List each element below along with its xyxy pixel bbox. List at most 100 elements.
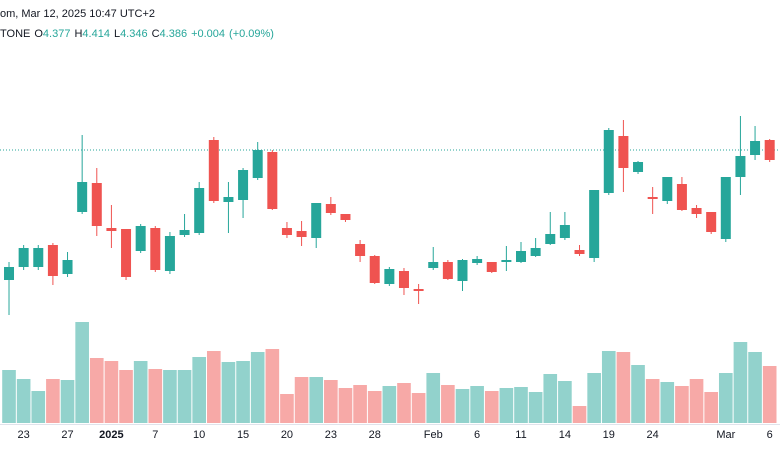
candle-body — [91, 183, 102, 226]
volume-bar — [660, 382, 675, 423]
volume-bar — [192, 357, 206, 423]
candle-body — [750, 141, 761, 155]
candle-body — [457, 260, 468, 281]
volume-bar — [46, 379, 60, 423]
volume-bar — [601, 351, 616, 423]
candle-body — [340, 214, 351, 220]
x-tick-label: 23 — [325, 429, 337, 441]
candle-body — [194, 188, 205, 233]
candle-body — [179, 230, 190, 235]
volume-bar — [558, 381, 572, 423]
volume-bar — [748, 352, 762, 423]
x-tick-label: 7 — [152, 429, 158, 441]
x-tick-label: 10 — [193, 429, 205, 441]
volume-bar — [689, 379, 704, 423]
volume-bar — [441, 385, 455, 423]
legend-key: H — [74, 28, 83, 40]
candle-body — [267, 152, 278, 209]
volume-bar — [60, 380, 75, 423]
candle-body — [296, 231, 307, 237]
candle-body — [662, 177, 673, 201]
volume-bar — [280, 394, 294, 423]
volume-bar — [119, 370, 133, 423]
candle-body — [47, 245, 58, 276]
candle-body — [530, 248, 541, 256]
x-tick-label: 20 — [281, 429, 293, 441]
volume-bar — [75, 322, 89, 423]
legend-value: 4.386 — [159, 28, 188, 40]
candle-body — [691, 208, 702, 214]
volume-bar — [616, 352, 631, 423]
candle-body — [4, 267, 15, 280]
volume-bar — [206, 351, 221, 423]
symbol: TONE — [0, 28, 31, 40]
candle-body — [618, 136, 629, 168]
legend-key: O — [34, 28, 43, 40]
volume-bar — [133, 361, 148, 423]
candle-body — [428, 262, 439, 268]
candle-body — [398, 271, 409, 288]
candle-body — [252, 150, 263, 178]
candle-body — [720, 177, 731, 239]
candle-body — [442, 262, 453, 279]
change: +0.004 — [191, 28, 226, 40]
volume-bar — [543, 374, 558, 423]
volume-bar — [718, 373, 733, 423]
volume-bar — [2, 370, 16, 423]
volume-bar — [572, 406, 587, 423]
candle-body — [62, 260, 73, 274]
header: om, Mar 12, 2025 10:47 UTC+2 TONE O4.377 H… — [0, 4, 278, 44]
candle-body — [121, 229, 132, 277]
volume-bar — [324, 380, 338, 423]
candle-body — [18, 248, 29, 267]
x-tick-label: 6 — [474, 429, 480, 441]
volume-bar — [733, 342, 748, 423]
x-tick-label: 23 — [18, 429, 30, 441]
candle-body — [574, 250, 585, 254]
candle-body — [516, 251, 527, 262]
volume-bar — [16, 379, 31, 423]
volume-bar — [382, 386, 397, 423]
x-tick-label: 14 — [559, 429, 571, 441]
volume-bar — [236, 361, 250, 423]
candle-body — [633, 162, 644, 172]
volume-bar — [31, 391, 46, 423]
volume-bar — [148, 369, 163, 423]
candle-body — [208, 140, 219, 201]
x-tick-label: 28 — [369, 429, 381, 441]
volume-bar — [309, 377, 324, 423]
x-tick-label: 24 — [647, 429, 659, 441]
candle-body — [764, 140, 775, 160]
candle-body — [603, 130, 614, 193]
volume-bar — [499, 388, 514, 423]
volume-bar — [265, 349, 280, 423]
candle-body — [486, 262, 497, 272]
title: om, Mar 12, 2025 10:47 UTC+2 — [0, 8, 155, 20]
volume-bar — [163, 370, 177, 423]
volume-bar — [397, 383, 411, 423]
x-tick-label: Mar — [716, 429, 735, 441]
candle-body — [106, 228, 117, 231]
legend-key: C — [151, 28, 160, 40]
ohlc-legend: TONE O4.377 H4.414 L4.346 C4.386 +0.004 (+0.09… — [0, 24, 278, 44]
volume-bar — [426, 373, 441, 423]
volume-bar — [353, 385, 367, 423]
change-pct: (+0.09%) — [229, 28, 274, 40]
volume-bar — [484, 391, 499, 423]
volume-bar — [631, 365, 645, 423]
candle-body — [355, 244, 366, 256]
volume-bar — [455, 389, 470, 423]
volume-bar — [177, 370, 192, 423]
legend-value: 4.377 — [42, 28, 71, 40]
candle-body — [150, 228, 161, 270]
candle-body — [77, 182, 88, 212]
volume-bar — [411, 393, 426, 423]
candle-body — [413, 289, 424, 291]
candle-body — [706, 212, 717, 232]
candle-body — [647, 197, 658, 199]
volume-bar — [104, 361, 119, 423]
candle-body — [735, 156, 746, 177]
volume-bar — [367, 391, 382, 423]
volume-bar — [514, 387, 528, 423]
